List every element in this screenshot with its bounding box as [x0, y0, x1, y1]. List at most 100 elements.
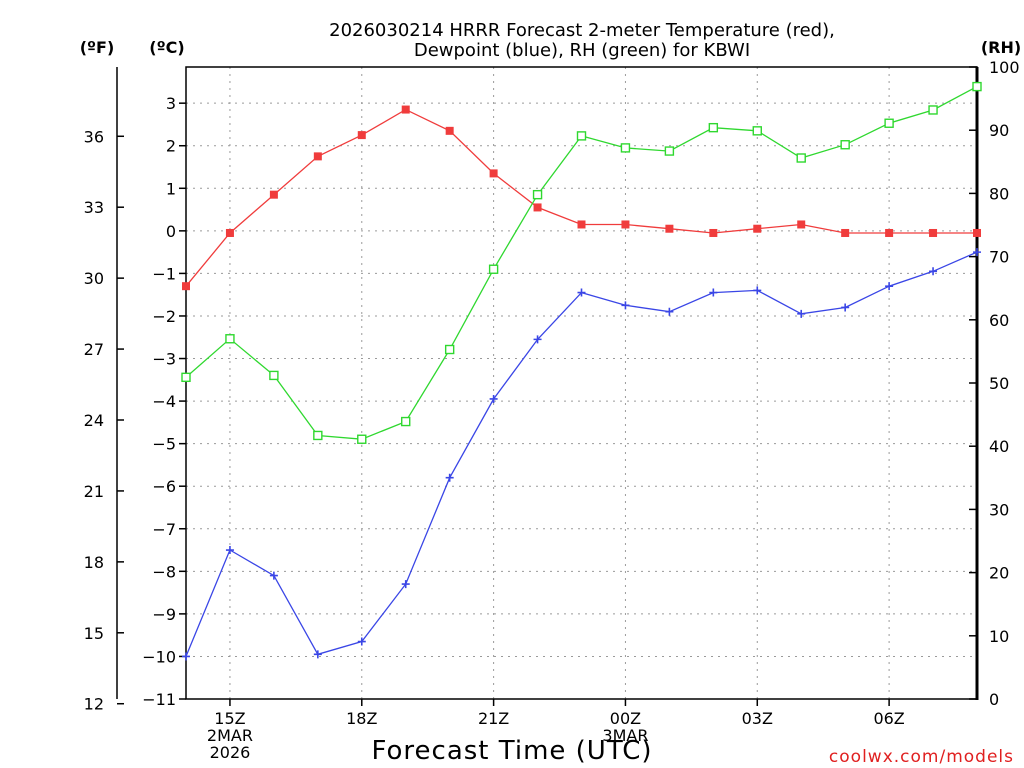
- rh-tick-label: 30: [989, 500, 1009, 519]
- series-dewpoint: [182, 248, 981, 661]
- data-point: [313, 430, 323, 441]
- fahrenheit-tick-label: 33: [84, 198, 104, 217]
- data-point: [401, 105, 410, 114]
- series-rh: [181, 81, 982, 444]
- chart-title: 2026030214 HRRR Forecast 2-meter Tempera…: [329, 20, 835, 41]
- rh-tick-label: 20: [989, 564, 1009, 583]
- series: [181, 81, 982, 661]
- data-point: [181, 372, 191, 383]
- rh-unit-label: (RH): [981, 38, 1021, 57]
- celsius-tick-label: 1: [166, 179, 176, 198]
- data-point: [576, 131, 587, 141]
- fahrenheit-tick-label: 24: [84, 411, 104, 430]
- celsius-tick-label: −1: [152, 264, 176, 283]
- fahrenheit-tick-label: 12: [84, 695, 104, 714]
- data-point: [357, 434, 367, 444]
- chart-subtitle: Dewpoint (blue), RH (green) for KBWI: [414, 40, 750, 61]
- data-point: [929, 267, 938, 276]
- data-point: [665, 224, 674, 233]
- celsius-tick-label: −11: [142, 690, 176, 709]
- rh-tick-label: 50: [989, 374, 1009, 393]
- data-point: [269, 571, 278, 580]
- plot-frame: [185, 66, 978, 700]
- data-point: [841, 228, 850, 237]
- rh-tick-label: 0: [989, 690, 999, 709]
- fahrenheit-tick-label: 36: [84, 127, 104, 146]
- celsius-tick-label: −3: [152, 350, 176, 369]
- celsius-tick-label: 2: [166, 137, 176, 156]
- celsius-tick-label: −10: [142, 647, 176, 666]
- rh-tick-label: 70: [989, 248, 1009, 267]
- x-tick-label: 21Z: [478, 709, 509, 728]
- x-tick-label: 2MAR: [207, 726, 253, 745]
- data-point: [973, 248, 981, 257]
- data-point: [445, 126, 454, 135]
- data-point: [840, 140, 850, 150]
- data-point: [445, 473, 454, 482]
- data-point: [621, 220, 630, 229]
- data-point: [928, 105, 938, 115]
- data-point: [577, 288, 586, 297]
- celsius-unit-label: (ºC): [149, 38, 184, 57]
- fahrenheit-tick-label: 27: [84, 340, 104, 359]
- data-point: [313, 152, 322, 161]
- data-point: [885, 228, 894, 237]
- data-point: [401, 416, 411, 427]
- rh-tick-label: 80: [989, 184, 1009, 203]
- fahrenheit-tick-label: 30: [84, 269, 104, 288]
- data-point: [709, 288, 718, 297]
- fahrenheit-tick-label: 15: [84, 624, 104, 643]
- celsius-tick-label: 0: [166, 222, 176, 241]
- data-point: [313, 650, 322, 659]
- celsius-tick-label: −5: [152, 435, 176, 454]
- data-point: [225, 334, 235, 344]
- x-tick-label: 2026: [210, 743, 251, 762]
- celsius-tick-label: −8: [152, 562, 176, 581]
- x-tick-label: 3MAR: [602, 726, 648, 745]
- celsius-tick-label: −6: [152, 477, 176, 496]
- credit-text: coolwx.com/models: [829, 747, 1014, 767]
- data-point: [533, 335, 542, 344]
- data-point: [225, 546, 234, 555]
- x-tick-label: 03Z: [742, 709, 773, 728]
- data-point: [885, 282, 894, 291]
- data-point: [884, 118, 894, 128]
- data-point: [577, 220, 586, 229]
- rh-tick-label: 10: [989, 627, 1009, 646]
- series-line: [185, 251, 978, 657]
- data-point: [357, 131, 366, 140]
- data-point: [708, 122, 719, 133]
- celsius-tick-label: 3: [166, 94, 176, 113]
- data-point: [620, 143, 631, 153]
- data-point: [489, 169, 498, 178]
- data-point: [797, 309, 806, 318]
- data-point: [973, 228, 981, 237]
- celsius-tick-label: −9: [152, 605, 176, 624]
- data-point: [182, 652, 190, 661]
- data-point: [182, 282, 190, 291]
- data-point: [488, 264, 499, 274]
- x-tick-label: 06Z: [873, 709, 904, 728]
- data-point: [401, 580, 410, 589]
- data-point: [533, 203, 542, 212]
- data-point: [841, 303, 850, 312]
- data-point: [709, 228, 718, 237]
- data-point: [752, 126, 762, 136]
- data-point: [269, 370, 279, 381]
- data-point: [489, 394, 498, 403]
- axes: −11−10−9−8−7−6−5−4−3−2−10123121518212427…: [84, 58, 1020, 762]
- fahrenheit-tick-label: 18: [84, 553, 104, 572]
- x-axis-title: Forecast Time (UTC): [371, 736, 652, 766]
- data-point: [532, 189, 543, 200]
- data-point: [269, 190, 278, 199]
- data-point: [753, 224, 762, 233]
- data-point: [357, 637, 366, 646]
- data-point: [664, 146, 675, 156]
- rh-tick-label: 40: [989, 437, 1009, 456]
- grid-lines: [186, 67, 977, 699]
- data-point: [665, 307, 674, 316]
- fahrenheit-unit-label: (ºF): [80, 38, 115, 57]
- fahrenheit-tick-label: 21: [84, 482, 104, 501]
- x-tick-label: 18Z: [346, 709, 377, 728]
